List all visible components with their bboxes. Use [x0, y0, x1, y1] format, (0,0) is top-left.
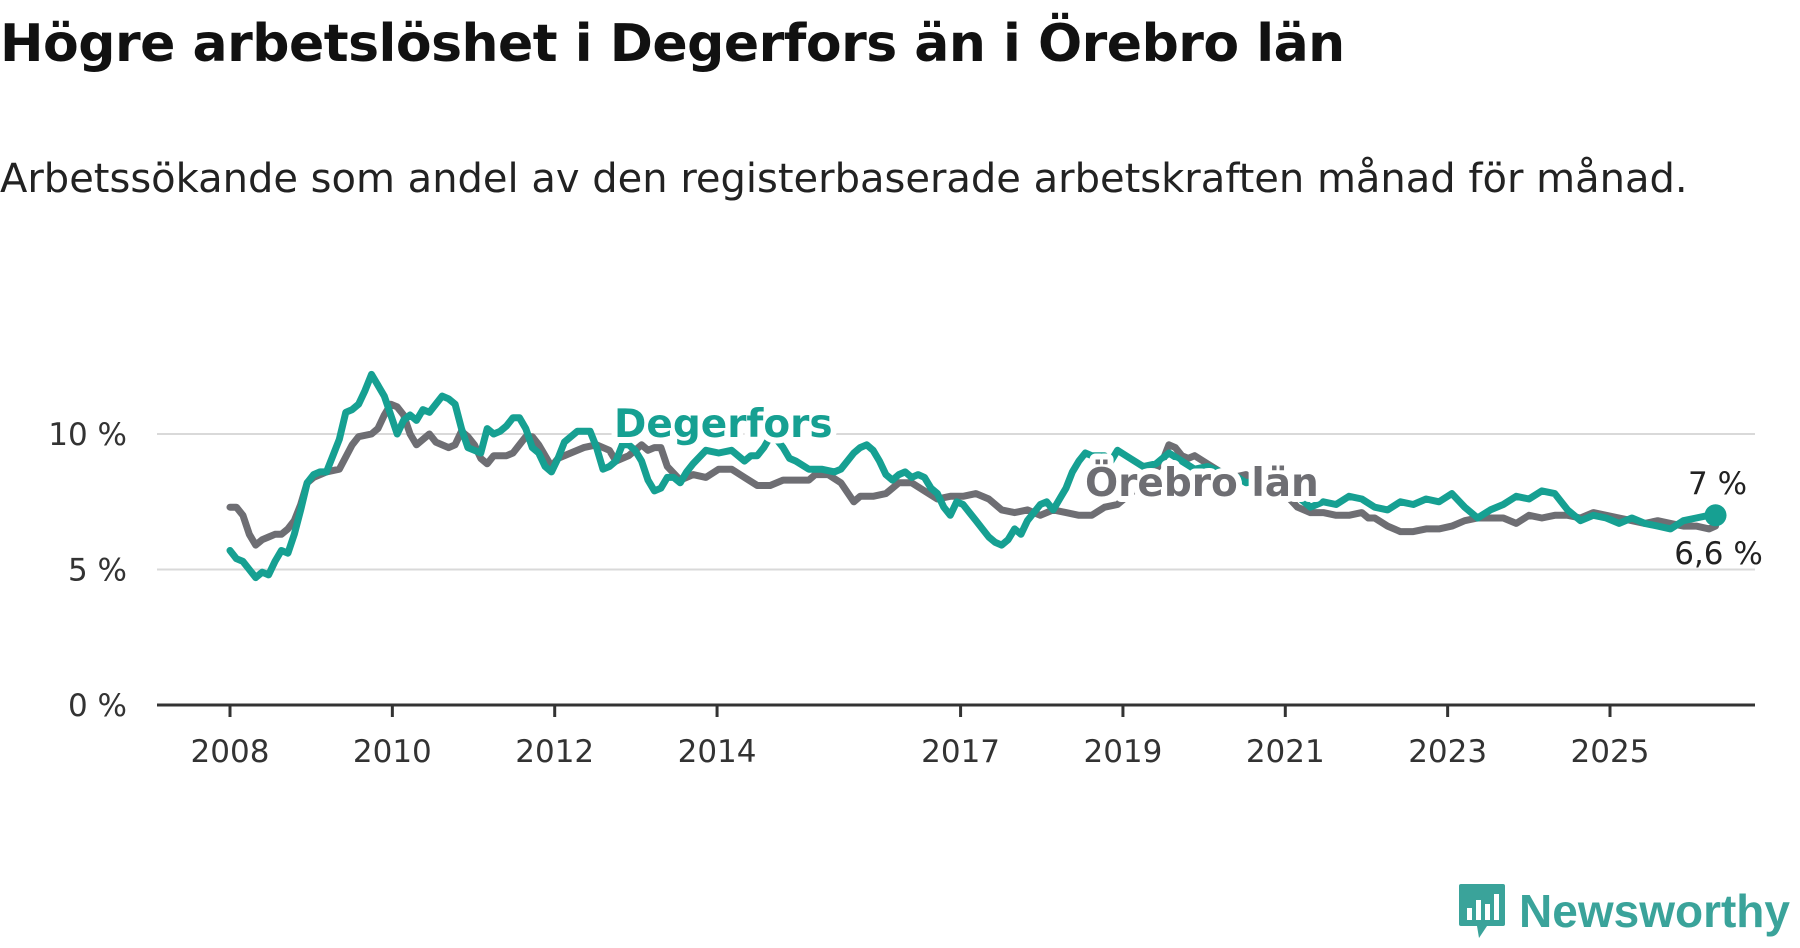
x-tick-label: 2014	[678, 734, 757, 770]
y-tick-label: 5 %	[68, 553, 127, 589]
end-label-orebro-lan: 6,6 %	[1674, 536, 1763, 572]
series-line--rebro-l-n	[226, 400, 1719, 549]
series-lines	[226, 370, 1719, 582]
brand-name: Newsworthy	[1519, 885, 1790, 937]
end-label-degerfors: 7 %	[1688, 466, 1747, 502]
series-label-orebro-lan-halo: Örebro län	[1085, 459, 1319, 506]
x-tick-label: 2012	[515, 734, 594, 770]
newsworthy-logo: Newsworthy	[1457, 882, 1790, 940]
series-label-degerfors: Degerfors	[614, 402, 833, 447]
gridlines	[157, 433, 1755, 571]
y-tick-label: 10 %	[48, 417, 127, 453]
x-tick-label: 2023	[1408, 734, 1487, 770]
x-tick-label: 2008	[191, 734, 270, 770]
x-tick-label: 2010	[353, 734, 432, 770]
x-tick-label: 2025	[1571, 734, 1650, 770]
x-tick-label: 2019	[1083, 734, 1162, 770]
chart-title: Högre arbetslöshet i Degerfors än i Öreb…	[0, 14, 1345, 74]
x-tick-label: 2017	[921, 734, 1000, 770]
x-tick-label: 2021	[1246, 734, 1325, 770]
axes: 0 % 5 % 10 % 2008 2010 2012 2014 2017 2019 2021 20…	[48, 417, 1755, 770]
series-label-degerfors-halo: Degerfors	[614, 402, 833, 447]
end-marker-degerfors	[1704, 504, 1727, 527]
y-tick-label: 0 %	[68, 688, 127, 724]
chart-subtitle: Arbetssökande som andel av den registerb…	[0, 156, 1688, 202]
series-line-degerfors	[226, 370, 1719, 582]
series-label-orebro-lan: Örebro län	[1085, 459, 1319, 506]
newsworthy-logo-icon	[1459, 884, 1506, 938]
